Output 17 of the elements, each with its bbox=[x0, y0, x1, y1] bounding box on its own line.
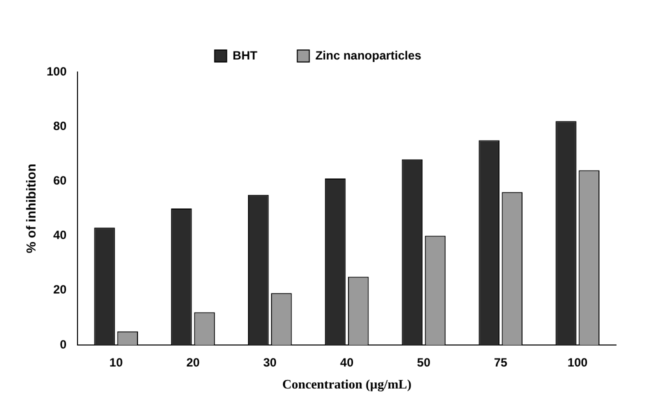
y-axis-title: % of inhibition bbox=[23, 164, 38, 254]
legend-label: BHT bbox=[232, 48, 258, 62]
x-tick-label: 50 bbox=[417, 356, 431, 370]
legend-label: Zinc nanoparticles bbox=[315, 48, 422, 62]
x-tick-label: 10 bbox=[109, 356, 124, 370]
x-tick-label: 30 bbox=[263, 356, 277, 370]
x-tick-label: 20 bbox=[186, 356, 200, 370]
x-tick-label: 40 bbox=[340, 356, 354, 370]
y-tick-label: 0 bbox=[60, 337, 67, 352]
y-tick-label: 20 bbox=[53, 282, 67, 297]
y-tick-label: 40 bbox=[53, 228, 67, 242]
x-tick-label: 100 bbox=[568, 356, 588, 370]
x-axis-title: Concentration (µg/mL) bbox=[282, 376, 412, 392]
y-tick-label: 80 bbox=[53, 118, 67, 133]
y-tick-label: 100 bbox=[46, 64, 67, 78]
y-tick-label: 60 bbox=[53, 174, 67, 188]
x-tick-label: 75 bbox=[494, 356, 508, 370]
